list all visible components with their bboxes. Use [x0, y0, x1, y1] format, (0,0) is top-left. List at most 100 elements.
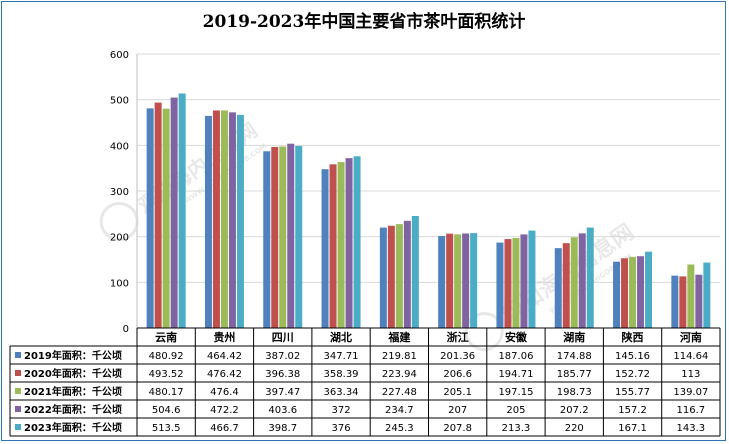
bar	[411, 215, 419, 328]
data-label: 187.06	[498, 351, 533, 362]
legend-label: 2019年面积：千公顷	[24, 349, 122, 362]
data-label: 174.88	[557, 351, 592, 362]
category-label: 湖南	[563, 330, 585, 344]
y-tick-label: 200	[110, 233, 129, 244]
data-label: 207.2	[560, 405, 589, 416]
bar	[287, 143, 295, 328]
category-label: 云南	[155, 330, 177, 344]
data-label: 227.48	[382, 387, 417, 398]
bar	[554, 248, 562, 328]
bar	[279, 146, 287, 328]
bar	[446, 233, 454, 328]
bar	[520, 234, 528, 328]
bars	[146, 93, 711, 329]
data-label: 223.94	[382, 369, 417, 380]
bar	[379, 227, 387, 328]
data-label: 113	[681, 369, 700, 380]
data-label: 219.81	[382, 351, 417, 362]
bar	[621, 258, 629, 328]
bar	[162, 108, 170, 328]
bar	[395, 224, 403, 328]
data-label: 152.72	[615, 369, 650, 380]
data-label: 167.1	[618, 423, 647, 434]
data-label: 207	[448, 405, 467, 416]
data-label: 363.34	[324, 387, 359, 398]
data-label: 480.92	[149, 351, 184, 362]
data-label: 155.77	[615, 387, 650, 398]
data-label: 143.3	[677, 423, 706, 434]
data-label: 476.4	[210, 387, 239, 398]
data-label: 116.7	[677, 405, 706, 416]
bar	[220, 110, 228, 328]
data-label: 139.07	[673, 387, 708, 398]
data-label: 480.17	[149, 387, 184, 398]
y-axis: 0 100 200 300 400 500 600	[110, 50, 129, 335]
watermark-logo	[99, 201, 139, 241]
chart-title: 2019-2023年中国主要省市茶叶面积统计	[203, 11, 526, 32]
bar	[528, 230, 536, 328]
data-label: 234.7	[385, 405, 414, 416]
legend-swatch	[15, 388, 21, 394]
bar	[703, 262, 711, 328]
data-label: 213.3	[502, 423, 531, 434]
category-label: 浙江	[447, 330, 469, 344]
bar	[146, 108, 154, 328]
bar	[321, 169, 329, 328]
bar	[170, 97, 178, 328]
data-table: 云南 贵州 四川 湖北 福建 浙江 安徽 湖南 陕西 河南 2019年面积：千公顷 480.92 464…	[9, 327, 721, 437]
legend-label: 2021年面积：千公顷	[24, 385, 122, 398]
bar	[454, 234, 462, 328]
category-label: 安徽	[505, 330, 528, 344]
bar	[512, 237, 520, 328]
category-label: 湖北	[330, 330, 352, 344]
data-label: 387.02	[265, 351, 300, 362]
bar	[671, 275, 679, 328]
bar	[496, 242, 504, 328]
data-label: 358.39	[324, 369, 359, 380]
data-label: 476.42	[207, 369, 242, 380]
bar	[438, 236, 446, 328]
bar	[613, 261, 621, 328]
data-label: 145.16	[615, 351, 650, 362]
bar	[263, 151, 271, 328]
bar	[562, 243, 570, 328]
data-label: 376	[332, 423, 351, 434]
bar	[504, 239, 512, 328]
data-label: 194.71	[498, 369, 533, 380]
bar	[687, 264, 695, 328]
data-label: 197.15	[498, 387, 533, 398]
data-label: 205.1	[443, 387, 472, 398]
data-label: 513.5	[152, 423, 181, 434]
data-label: 372	[332, 405, 351, 416]
data-label: 205	[506, 405, 525, 416]
data-label: 397.47	[265, 387, 300, 398]
bar	[695, 274, 703, 328]
bar	[470, 233, 478, 328]
category-label: 福建	[387, 330, 411, 344]
bar	[337, 162, 345, 328]
legend-swatch	[15, 406, 21, 412]
bar	[271, 146, 279, 328]
bar	[586, 227, 594, 328]
y-tick-label: 400	[110, 141, 129, 152]
y-tick-label: 600	[110, 50, 129, 61]
data-label: 114.64	[673, 351, 708, 362]
legend-swatch	[15, 352, 21, 358]
data-label: 493.52	[149, 369, 184, 380]
category-label: 四川	[272, 331, 294, 344]
bar	[629, 256, 637, 328]
bar	[403, 220, 411, 328]
data-label: 464.42	[207, 351, 242, 362]
category-label: 河南	[680, 330, 702, 344]
y-tick-label: 100	[110, 278, 129, 289]
legend-swatch	[15, 370, 21, 376]
bar	[578, 233, 586, 328]
data-label: 206.6	[443, 369, 472, 380]
data-label: 220	[565, 423, 584, 434]
y-tick-label: 500	[110, 96, 129, 107]
legend-label: 2023年面积：千公顷	[24, 421, 122, 434]
data-label: 157.2	[618, 405, 647, 416]
data-label: 472.2	[210, 405, 239, 416]
